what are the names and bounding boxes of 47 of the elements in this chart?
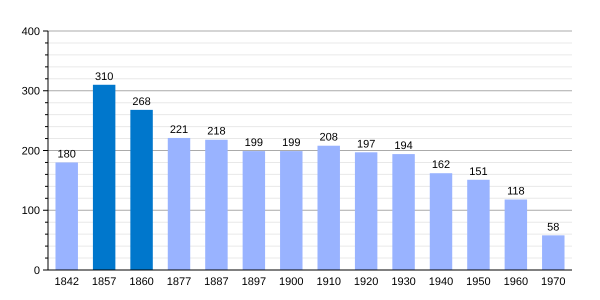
data-label: 151 [469,166,488,178]
x-tick-label: 1900 [279,276,304,288]
x-tick-label: 1960 [504,276,528,288]
data-label: 194 [394,140,413,152]
x-tick-label: 1950 [466,276,491,288]
y-tick-label: 200 [22,145,40,158]
bar [280,151,303,270]
x-tick-label: 1842 [54,276,79,288]
x-tick-label: 1860 [129,276,154,288]
bar [205,140,228,270]
data-label: 162 [432,159,450,172]
data-label: 180 [58,148,76,160]
bar [55,162,78,270]
data-label: 118 [507,185,525,198]
data-label: 58 [547,221,560,234]
x-tick-label: 1897 [242,276,266,288]
bar [92,84,116,270]
bar [430,173,452,270]
x-tick-label: 1910 [316,276,341,288]
data-label: 208 [320,132,338,144]
data-label: 199 [282,137,300,150]
data-label: 199 [244,137,264,150]
data-label: 221 [170,124,188,136]
bar [542,235,565,270]
x-tick-label: 1857 [92,276,116,288]
x-tick-label: 1970 [541,276,566,288]
x-tick-label: 1930 [391,276,416,288]
bar [504,199,528,270]
bar [242,151,266,270]
data-label: 268 [132,96,151,108]
bar [317,146,340,270]
bar [168,138,190,270]
data-label: 197 [356,138,376,150]
y-tick-label: 100 [22,205,40,218]
y-tick-label: 0 [34,264,40,277]
data-label: 218 [207,126,226,138]
bar [354,152,378,270]
bar [130,110,153,270]
y-tick-label: 400 [22,26,40,38]
x-tick-label: 1940 [428,276,454,288]
x-tick-label: 1877 [166,276,192,288]
y-tick-label: 300 [22,86,40,98]
x-tick-label: 1920 [354,276,378,288]
bar [392,154,415,270]
data-label: 310 [94,70,114,83]
x-tick-label: 1887 [204,276,229,288]
bar [467,180,490,270]
